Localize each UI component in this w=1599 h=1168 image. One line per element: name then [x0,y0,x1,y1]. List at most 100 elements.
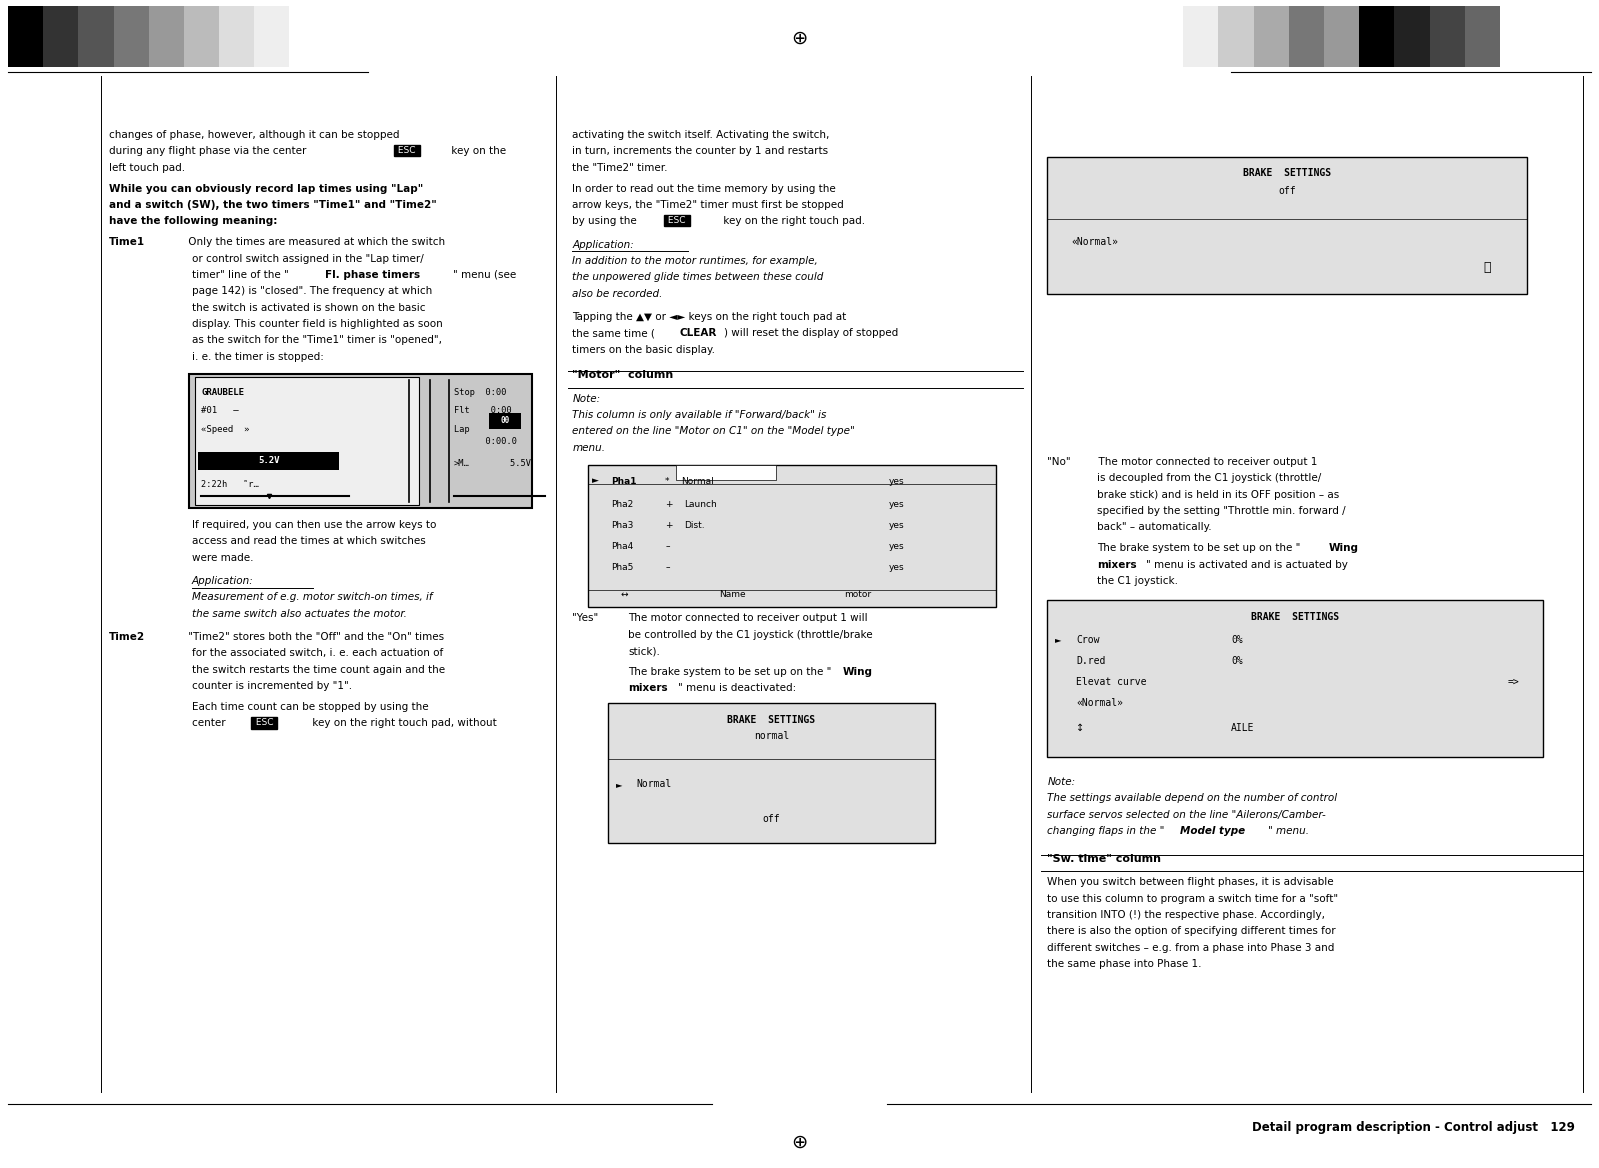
Text: yes: yes [889,477,905,486]
Text: 0%: 0% [1231,656,1242,667]
Text: brake stick) and is held in its OFF position – as: brake stick) and is held in its OFF posi… [1097,489,1340,500]
Text: Wing: Wing [843,667,873,677]
Text: +: + [665,500,673,509]
Text: " menu.: " menu. [1268,826,1310,836]
Text: In order to read out the time memory by using the: In order to read out the time memory by … [572,183,836,194]
Text: When you switch between flight phases, it is advisable: When you switch between flight phases, i… [1047,877,1334,888]
Text: Stop  0:00: Stop 0:00 [454,388,507,397]
Bar [1218,6,1254,67]
Text: the C1 joystick.: the C1 joystick. [1097,576,1178,586]
Text: ⊕: ⊕ [792,29,807,48]
Text: " menu is deactivated:: " menu is deactivated: [678,683,796,694]
Text: "Sw. time" column: "Sw. time" column [1047,854,1161,864]
Text: 00: 00 [500,416,510,425]
Bar [184,6,219,67]
Text: «Normal»: «Normal» [1071,237,1118,246]
Text: changing flaps in the ": changing flaps in the " [1047,826,1164,836]
Text: Normal: Normal [636,779,672,790]
Text: as the switch for the "Time1" timer is "opened",: as the switch for the "Time1" timer is "… [192,335,441,346]
Text: #01   —: #01 — [201,406,240,416]
Text: menu.: menu. [572,443,606,453]
Text: or control switch assigned in the "Lap timer/: or control switch assigned in the "Lap t… [192,253,424,264]
Text: "Yes": "Yes" [572,613,598,624]
Bar [289,6,325,67]
Text: Flt    0:00: Flt 0:00 [454,406,512,416]
Text: and a switch (SW), the two timers "Time1" and "Time2": and a switch (SW), the two timers "Time1… [109,200,437,210]
Text: ↕: ↕ [1076,723,1084,734]
Text: Time1: Time1 [109,237,146,248]
Text: If required, you can then use the arrow keys to: If required, you can then use the arrow … [192,520,437,530]
Text: Model type: Model type [1180,826,1246,836]
Text: i. e. the timer is stopped:: i. e. the timer is stopped: [192,352,323,362]
Text: «Normal»: «Normal» [1076,698,1122,709]
Text: back" – automatically.: back" – automatically. [1097,522,1212,533]
Text: mixers: mixers [628,683,668,694]
Text: "Time2" stores both the "Off" and the "On" times: "Time2" stores both the "Off" and the "O… [185,632,445,642]
Text: BRAKE  SETTINGS: BRAKE SETTINGS [1242,168,1332,179]
Text: Normal: Normal [681,477,713,486]
Text: yes: yes [889,500,905,509]
Text: the same phase into Phase 1.: the same phase into Phase 1. [1047,959,1202,969]
Bar [43,6,78,67]
Text: during any flight phase via the center: during any flight phase via the center [109,146,309,157]
Text: be controlled by the C1 joystick (throttle/brake: be controlled by the C1 joystick (thrott… [628,630,873,640]
Text: key on the: key on the [448,146,505,157]
Text: «Speed  »: «Speed » [201,425,249,434]
Bar [8,6,43,67]
Text: 0:00.0: 0:00.0 [454,437,516,446]
Text: In addition to the motor runtimes, for example,: In addition to the motor runtimes, for e… [572,256,819,266]
Text: the "Time2" timer.: the "Time2" timer. [572,162,668,173]
Text: ESC: ESC [253,718,277,728]
Text: Pha5: Pha5 [611,563,633,572]
Text: page 142) is "closed". The frequency at which: page 142) is "closed". The frequency at … [192,286,432,297]
Text: The brake system to be set up on the ": The brake system to be set up on the " [1097,543,1300,554]
Text: yes: yes [889,563,905,572]
Text: also be recorded.: also be recorded. [572,288,664,299]
Text: arrow keys, the "Time2" timer must first be stopped: arrow keys, the "Time2" timer must first… [572,200,844,210]
Text: key on the right touch pad.: key on the right touch pad. [720,216,865,227]
Text: >M…: >M… [454,459,470,468]
Text: This column is only available if "Forward/back" is: This column is only available if "Forwar… [572,410,827,420]
Bar [1254,6,1289,67]
Text: center: center [192,718,229,729]
Text: ⎕: ⎕ [1484,260,1490,274]
Text: Application:: Application: [192,576,254,586]
Text: AILE: AILE [1231,723,1255,734]
Text: timers on the basic display.: timers on the basic display. [572,345,715,355]
Text: by using the: by using the [572,216,641,227]
Text: Each time count can be stopped by using the: Each time count can be stopped by using … [192,702,429,712]
Bar [489,413,521,429]
Text: ►: ► [1055,635,1062,645]
Bar [1183,6,1218,67]
Text: Detail program description - Control adjust   129: Detail program description - Control adj… [1252,1121,1575,1134]
Text: CLEAR: CLEAR [680,328,716,339]
Text: Measurement of e.g. motor switch-on times, if: Measurement of e.g. motor switch-on time… [192,592,432,603]
FancyBboxPatch shape [608,703,935,843]
Bar [1289,6,1324,67]
Text: =>: => [1508,677,1519,688]
Text: Pha1: Pha1 [611,477,636,486]
Text: surface servos selected on the line "Ailerons/Camber-: surface servos selected on the line "Ail… [1047,809,1326,820]
Text: "Motor"  column: "Motor" column [572,370,673,381]
FancyBboxPatch shape [1047,600,1543,757]
Text: D.red: D.red [1076,656,1105,667]
Text: normal: normal [753,731,790,742]
Text: left touch pad.: left touch pad. [109,162,185,173]
Bar [149,6,184,67]
Bar [1359,6,1394,67]
Text: specified by the setting "Throttle min. forward /: specified by the setting "Throttle min. … [1097,506,1345,516]
Bar [254,6,289,67]
Text: there is also the option of specifying different times for: there is also the option of specifying d… [1047,926,1337,937]
Text: ESC: ESC [395,146,419,155]
Text: for the associated switch, i. e. each actuation of: for the associated switch, i. e. each ac… [192,648,443,659]
Text: +: + [665,521,673,530]
Text: "No": "No" [1047,457,1071,467]
Text: ESC: ESC [665,216,689,225]
Text: stick).: stick). [628,646,660,656]
Text: Fl. phase timers: Fl. phase timers [325,270,419,280]
Bar [78,6,114,67]
Text: display. This counter field is highlighted as soon: display. This counter field is highlight… [192,319,443,329]
Text: off: off [1278,186,1297,196]
Text: counter is incremented by "1".: counter is incremented by "1". [192,681,352,691]
Text: ⊕: ⊕ [792,1133,807,1152]
